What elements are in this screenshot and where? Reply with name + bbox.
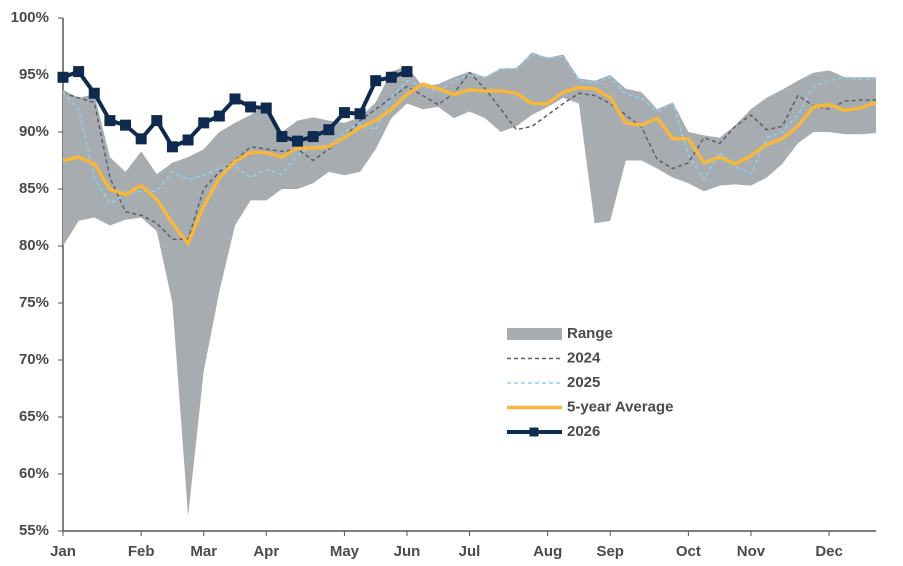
y-tick-label: 100% [11,9,49,26]
series-marker [307,131,319,143]
x-tick-label: Jun [394,543,421,560]
y-tick-label: 75% [19,294,49,311]
y-tick-label: 90% [19,123,49,140]
x-tick-label: Jul [459,543,481,560]
x-tick-label: May [330,543,360,560]
x-tick-label: Jan [50,543,76,560]
series-line [62,71,876,240]
y-tick-label: 85% [19,180,49,197]
series-line [62,82,877,246]
series-line [62,53,877,205]
series-marker [57,71,69,83]
x-tick-label: Aug [533,543,562,560]
series-marker [198,117,210,129]
y-tick-label: 70% [19,351,49,368]
y-tick-label: 60% [19,465,49,482]
series-marker [385,71,397,83]
series-marker [354,108,366,120]
series-marker [401,66,413,78]
series-marker [104,115,116,127]
series-marker [88,87,100,99]
x-tick-label: Oct [676,543,701,560]
series-marker [370,75,382,87]
legend-swatch [507,328,562,340]
legend-label: 2026 [567,423,600,440]
series-marker [338,107,350,119]
series-marker [182,134,194,146]
legend-marker [529,427,539,437]
x-tick-label: Nov [737,543,766,560]
legend-label: 5-year Average [567,398,673,415]
legend-label: 2024 [567,349,601,366]
series-marker [245,101,257,113]
series-marker [276,131,288,143]
series-marker [213,110,225,122]
series-marker [229,93,241,105]
series-marker [120,119,132,131]
y-tick-label: 55% [19,522,49,539]
x-tick-label: Mar [190,543,217,560]
series-marker [151,115,163,127]
series-marker [135,133,147,145]
y-tick-label: 80% [19,237,49,254]
y-tick-label: 95% [19,66,49,83]
x-tick-label: Feb [128,543,155,560]
range-band [63,52,876,517]
series-marker [73,66,85,78]
series-marker [260,102,272,114]
series-marker [323,124,335,136]
x-tick-label: Sep [596,543,624,560]
legend-label: 2025 [567,374,600,391]
x-tick-label: Apr [253,543,279,560]
y-tick-label: 65% [19,408,49,425]
legend-label: Range [567,325,613,342]
legend: Range 2024 2025 5-year Average 2026 [475,318,690,453]
x-tick-label: Dec [815,543,843,560]
series-marker [292,135,304,147]
series-marker [166,141,178,153]
